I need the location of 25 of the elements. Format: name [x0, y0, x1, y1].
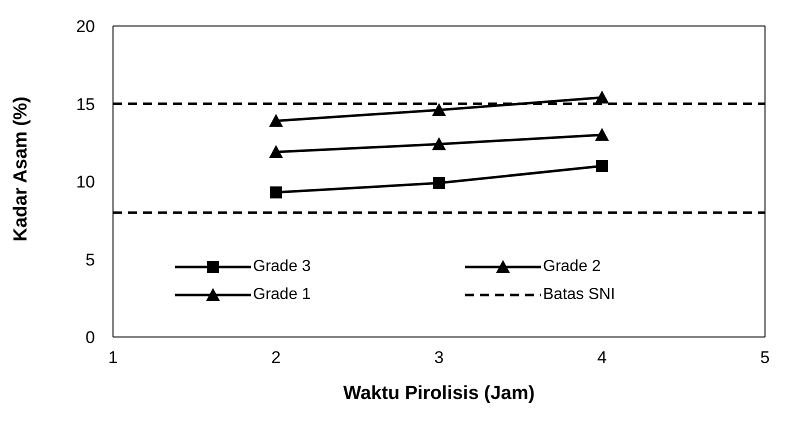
x-tick-label: 2 — [271, 348, 281, 368]
legend-label: Batas SNI — [543, 286, 616, 304]
y-tick-label: 10 — [76, 172, 95, 192]
legend-label: Grade 1 — [253, 286, 311, 304]
point — [433, 177, 445, 190]
y-tick-label: 0 — [86, 328, 95, 348]
y-tick-label: 15 — [76, 94, 95, 114]
x-tick-label: 5 — [760, 348, 770, 368]
x-axis-title: Waktu Pirolisis (Jam) — [343, 383, 535, 404]
point — [595, 90, 609, 104]
point — [432, 137, 446, 150]
legend-label: Grade 3 — [253, 258, 311, 276]
point — [595, 128, 609, 141]
point — [270, 186, 282, 198]
point — [596, 160, 608, 172]
point — [432, 102, 446, 116]
legend-label: Grade 2 — [543, 258, 601, 276]
x-tick-label: 1 — [108, 348, 118, 368]
point — [269, 114, 283, 127]
x-tick-label: 4 — [597, 348, 607, 368]
y-axis-title: Kadar Asam (%) — [10, 96, 32, 242]
point — [269, 144, 283, 158]
x-tick-label: 3 — [434, 348, 444, 368]
y-tick-label: 20 — [76, 17, 95, 36]
y-tick-label: 5 — [86, 250, 95, 270]
